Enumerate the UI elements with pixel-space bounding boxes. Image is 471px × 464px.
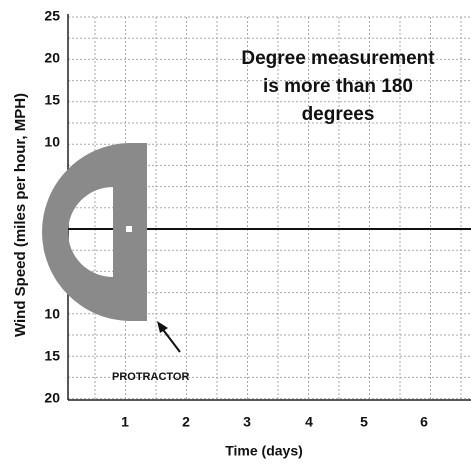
y-tick-label: 10 — [44, 134, 60, 150]
y-tick-label: 20 — [44, 390, 60, 406]
x-axis-title: Time (days) — [225, 443, 303, 459]
x-tick-label: 6 — [420, 414, 428, 430]
annotation-line: Degree measurement — [241, 48, 435, 69]
y-tick-label: 10 — [44, 306, 60, 322]
x-tick-label: 3 — [243, 414, 251, 430]
annotation-line: is more than 180 — [263, 76, 413, 97]
y-axis-title: Wind Speed (miles per hour, MPH) — [12, 93, 29, 337]
x-tick-label: 1 — [121, 414, 129, 430]
y-tick-label: 20 — [44, 50, 60, 66]
protractor-label: PROTRACTOR — [112, 371, 189, 383]
x-tick-label: 5 — [360, 414, 368, 430]
protractor-center — [126, 226, 132, 232]
protractor — [42, 143, 147, 321]
x-tick-label: 4 — [305, 414, 313, 430]
grid — [68, 16, 471, 400]
arrow-shaft — [160, 326, 181, 353]
y-tick-label: 25 — [44, 8, 60, 24]
y-tick-label: 15 — [44, 92, 60, 108]
x-tick-label: 2 — [182, 414, 190, 430]
arrow-head — [157, 321, 168, 333]
y-tick-label: 15 — [44, 348, 60, 364]
annotation-line: degrees — [302, 104, 375, 125]
